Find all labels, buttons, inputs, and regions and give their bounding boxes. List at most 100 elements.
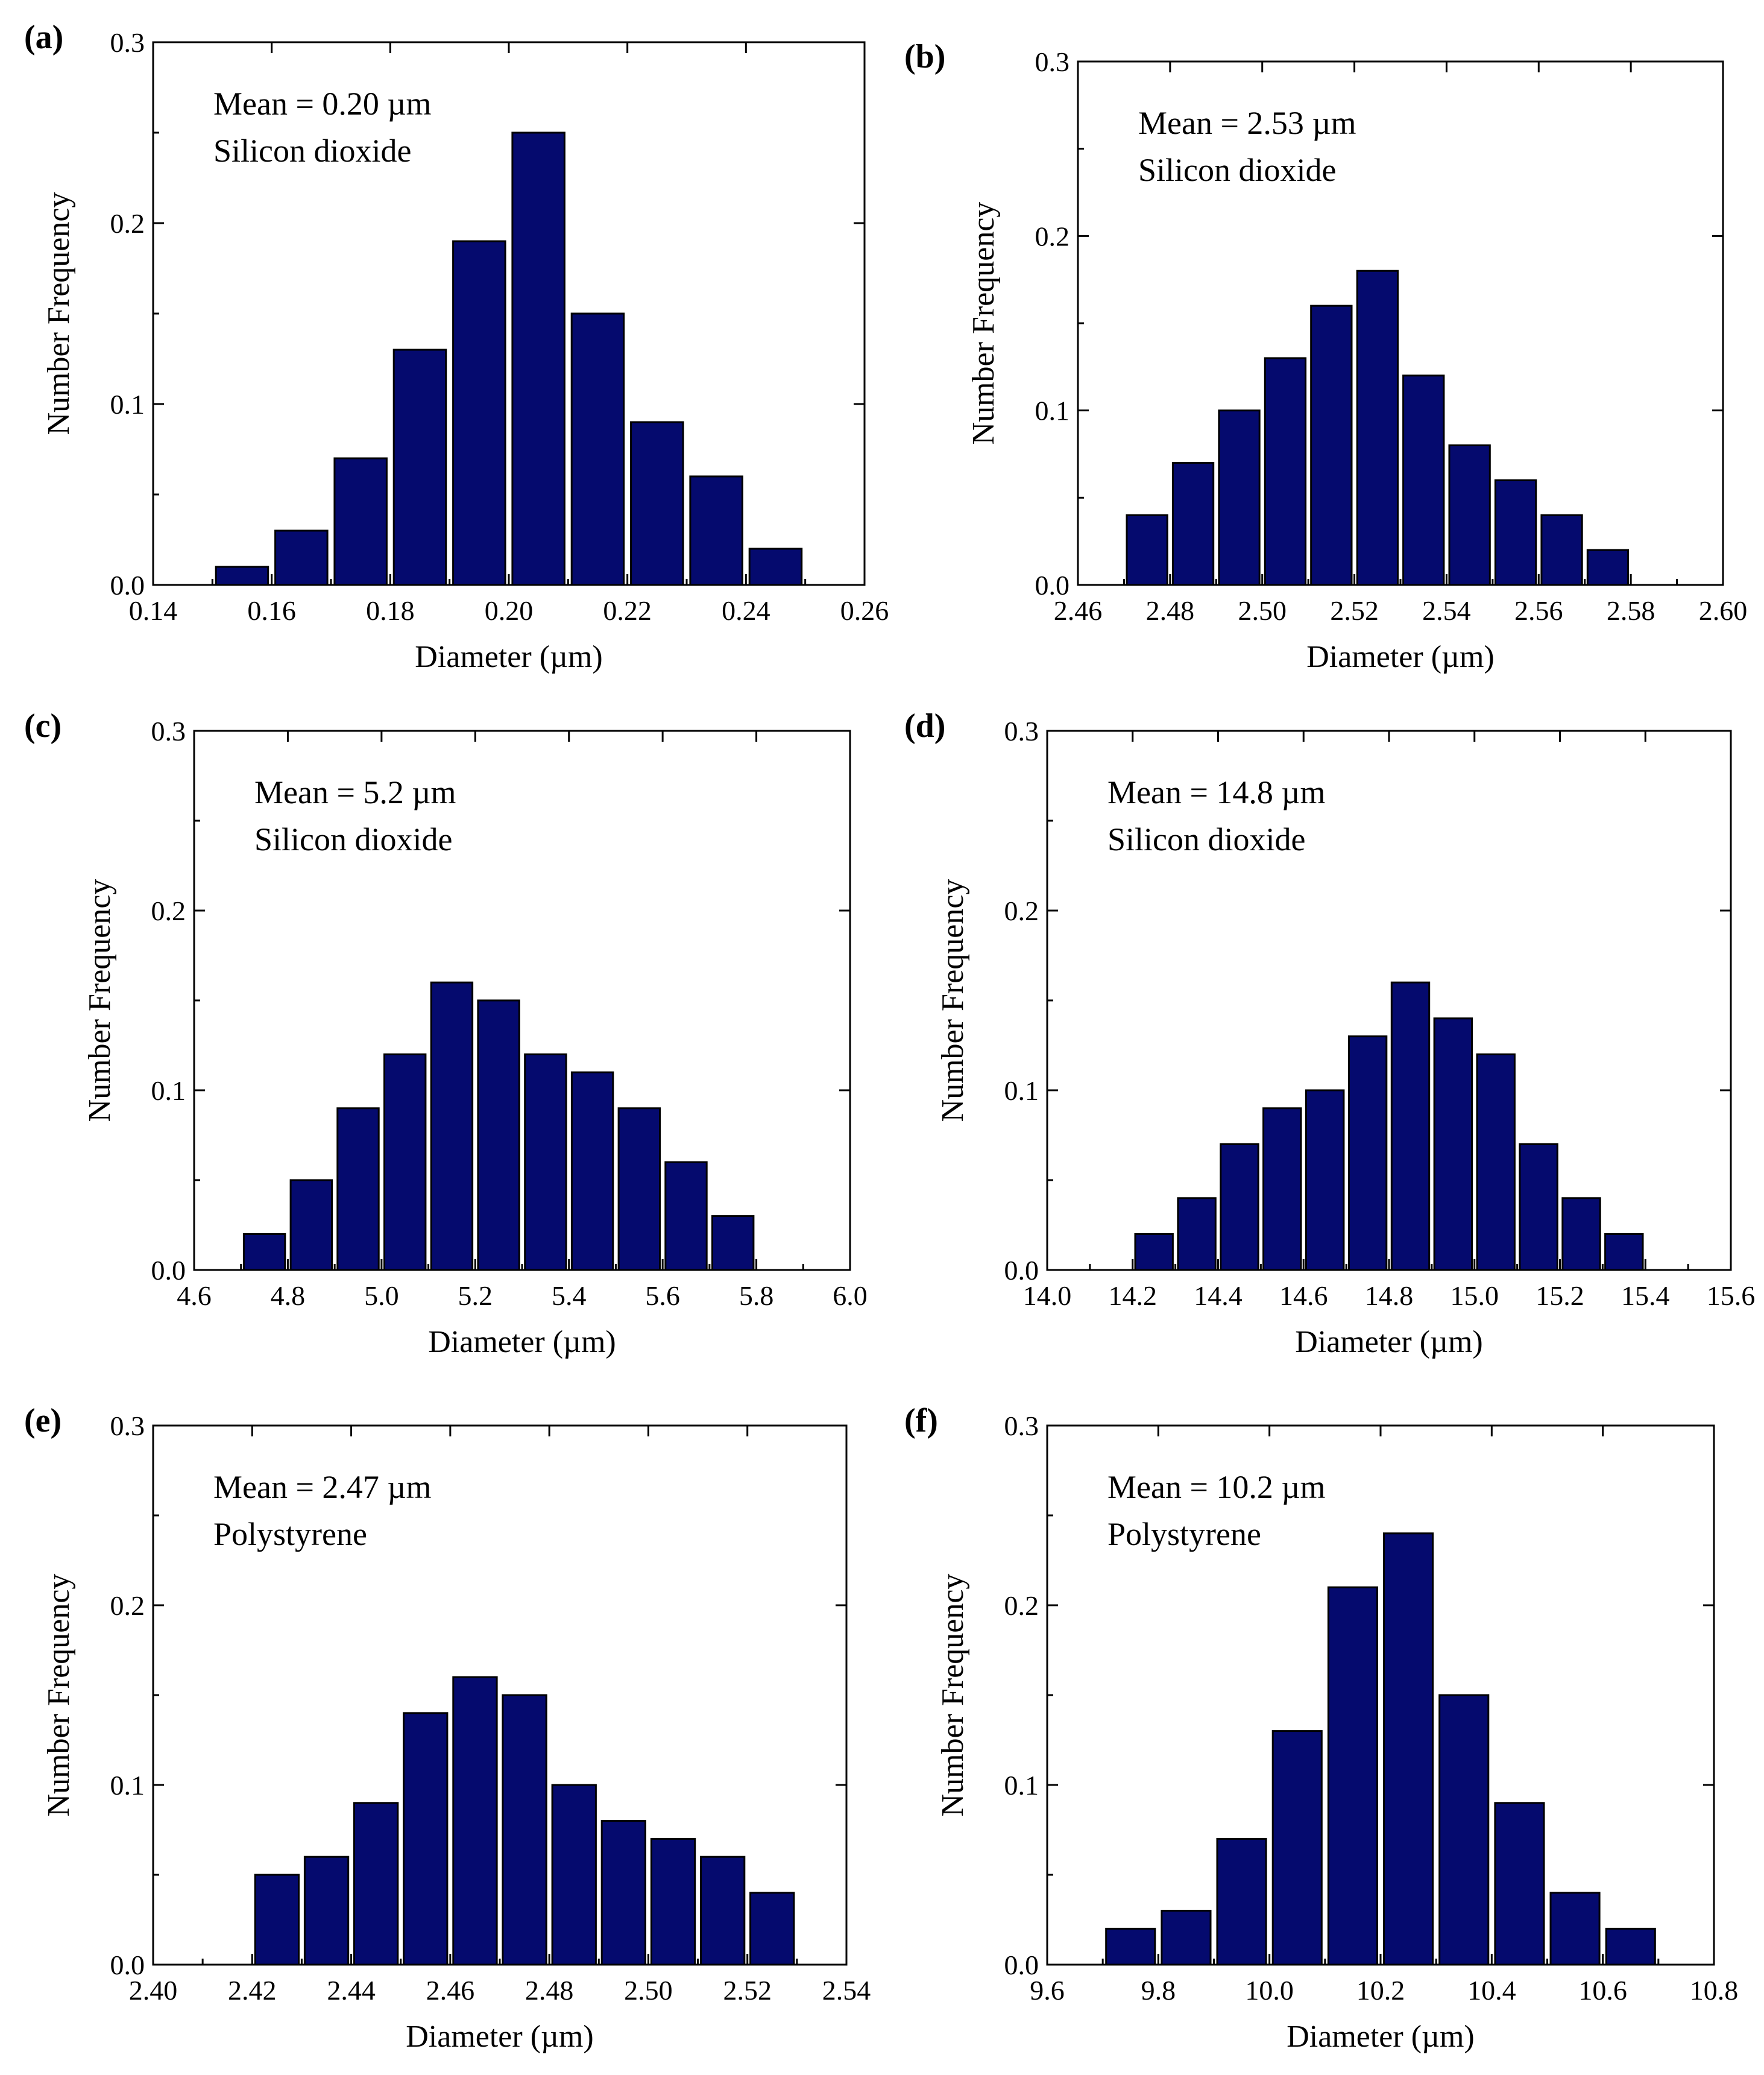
y-tick-label: 0.0 [1004, 1255, 1039, 1286]
x-tick-label: 15.2 [1536, 1280, 1584, 1311]
panel-label: (d) [904, 707, 945, 745]
x-tick-label: 0.20 [485, 595, 534, 626]
histogram-bar [383, 1053, 427, 1271]
histogram-bar [289, 1179, 333, 1271]
y-tick-label: 0.3 [110, 1410, 145, 1441]
histogram-bar [1390, 981, 1431, 1271]
y-tick-label: 0.0 [1004, 1950, 1039, 1980]
histogram-bar [1347, 1035, 1388, 1271]
x-axis-label: Diameter (µm) [1306, 640, 1495, 674]
histogram-bar [336, 1107, 380, 1271]
x-axis-label: Diameter (µm) [1295, 1325, 1483, 1359]
histogram-bar [1171, 462, 1215, 586]
y-tick-label: 0.2 [110, 208, 145, 239]
histogram-bar [1161, 1910, 1212, 1966]
histogram-bar [1586, 549, 1630, 586]
x-tick-label: 15.0 [1451, 1280, 1499, 1311]
panel-label: (a) [24, 19, 63, 56]
y-tick-label: 0.2 [1004, 895, 1039, 926]
x-tick-label: 14.4 [1194, 1280, 1243, 1311]
histogram-bar [1605, 1927, 1656, 1966]
x-tick-label: 2.54 [1422, 595, 1471, 626]
x-tick-label: 4.6 [177, 1280, 212, 1311]
histogram-bar [1438, 1694, 1490, 1966]
histogram-bar [1402, 374, 1445, 586]
y-axis-label: Number Frequency [42, 192, 76, 435]
x-tick-label: 10.0 [1245, 1975, 1294, 2006]
histogram-bar [1264, 357, 1307, 586]
histogram-bar [1604, 1233, 1644, 1271]
x-tick-label: 0.24 [722, 595, 770, 626]
y-tick-label: 0.3 [110, 27, 145, 58]
histogram-bar [749, 1892, 795, 1966]
x-tick-label: 10.8 [1690, 1975, 1739, 2006]
histogram-bar [1383, 1532, 1434, 1966]
histogram-bar [1218, 409, 1261, 586]
x-tick-label: 2.50 [624, 1975, 673, 2006]
y-tick-label: 0.1 [1004, 1770, 1039, 1801]
histogram-bar [664, 1161, 708, 1271]
x-tick-label: 10.4 [1467, 1975, 1516, 2006]
x-tick-label: 2.54 [822, 1975, 871, 2006]
histogram-bar [477, 999, 520, 1271]
y-tick-label: 0.0 [151, 1255, 186, 1286]
panel-label: (e) [24, 1402, 61, 1439]
x-tick-label: 2.52 [1330, 595, 1379, 626]
x-tick-label: 2.48 [1146, 595, 1195, 626]
x-tick-label: 5.4 [552, 1280, 587, 1311]
x-tick-label: 0.16 [247, 595, 296, 626]
x-tick-label: 0.26 [840, 595, 889, 626]
x-tick-label: 14.2 [1109, 1280, 1158, 1311]
histogram-bar [689, 475, 743, 586]
annotation-text: Silicon dioxide [254, 821, 452, 857]
histogram-bar [1126, 514, 1168, 586]
x-tick-label: 5.2 [458, 1280, 493, 1311]
x-tick-label: 2.40 [129, 1975, 178, 2006]
x-tick-label: 2.46 [1054, 595, 1103, 626]
histogram-bar [617, 1107, 661, 1271]
histogram-bar [570, 312, 625, 586]
y-tick-label: 0.0 [110, 570, 145, 601]
x-tick-label: 15.4 [1621, 1280, 1670, 1311]
y-tick-label: 0.1 [1035, 396, 1070, 426]
plot-frame [152, 41, 866, 586]
panel-b: 2.46 2.48 2.50 2.52 2.54 2.56 2.58 2.60 0.0 0.1 0.… [904, 38, 1747, 674]
x-tick-label: 15.6 [1707, 1280, 1756, 1311]
annotation-text: Mean = 5.2 µm [254, 774, 456, 810]
panel-c: 4.6 4.8 5.0 5.2 5.4 5.6 5.8 6.0 0.0 0.1 0.2 0.3 Diam… [24, 707, 868, 1359]
histogram-bar [700, 1855, 746, 1966]
x-tick-label: 10.6 [1578, 1975, 1627, 2006]
histogram-bar [551, 1784, 597, 1966]
histogram-bar [430, 981, 474, 1271]
histogram-bar [1220, 1143, 1259, 1271]
y-tick-label: 0.3 [1004, 716, 1039, 747]
histogram-bar [711, 1215, 755, 1271]
x-axis-label: Diameter (µm) [406, 2020, 594, 2054]
histogram-bar [650, 1837, 696, 1966]
x-tick-label: 0.18 [366, 595, 415, 626]
histogram-bar [1327, 1586, 1378, 1966]
histogram-bar [1561, 1197, 1601, 1271]
histogram-bar [1305, 1089, 1345, 1271]
histogram-bar [242, 1233, 286, 1271]
histogram-bar [303, 1855, 350, 1966]
x-tick-label: 2.60 [1699, 595, 1748, 626]
histogram-bar [452, 1676, 498, 1966]
histogram-bar [1216, 1837, 1267, 1966]
panel-e: 2.40 2.42 2.44 2.46 2.48 2.50 2.52 2.54 0.0 0.1 0.… [24, 1402, 871, 2054]
y-axis-label: Number Frequency [42, 1574, 76, 1817]
x-tick-label: 2.56 [1514, 595, 1563, 626]
histogram-bar [215, 566, 269, 586]
x-tick-label: 6.0 [833, 1280, 868, 1311]
histogram-bar [1549, 1892, 1601, 1966]
histogram-bar [1540, 514, 1583, 586]
histogram-bar [333, 457, 388, 586]
x-tick-label: 4.8 [271, 1280, 306, 1311]
histogram-bar [1262, 1107, 1302, 1271]
y-tick-label: 0.0 [1035, 570, 1070, 601]
histogram-bar [392, 349, 447, 586]
panel-f: 9.6 9.8 10.0 10.2 10.4 10.6 10.8 0.0 0.1 0.2 0.3 Di… [904, 1402, 1738, 2054]
histogram-bar [1105, 1927, 1156, 1966]
histogram-bar [600, 1820, 647, 1966]
annotation-text: Mean = 10.2 µm [1107, 1469, 1326, 1505]
